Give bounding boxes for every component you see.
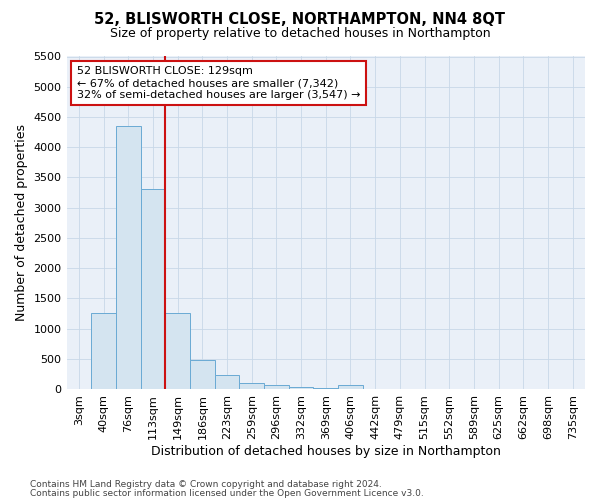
Bar (91, 313, 116, 389)
Bar (264, 384, 289, 389)
Bar (190, 360, 215, 389)
Text: Contains public sector information licensed under the Open Government Licence v3: Contains public sector information licen… (30, 489, 424, 498)
Bar (165, 313, 190, 389)
Bar (140, 190, 165, 389)
Y-axis label: Number of detached properties: Number of detached properties (15, 124, 28, 321)
X-axis label: Distribution of detached houses by size in Northampton: Distribution of detached houses by size … (151, 444, 501, 458)
Text: 52 BLISWORTH CLOSE: 129sqm
← 67% of detached houses are smaller (7,342)
32% of s: 52 BLISWORTH CLOSE: 129sqm ← 67% of deta… (77, 66, 361, 100)
Bar (289, 387, 313, 389)
Text: 52, BLISWORTH CLOSE, NORTHAMPTON, NN4 8QT: 52, BLISWORTH CLOSE, NORTHAMPTON, NN4 8Q… (95, 12, 505, 28)
Bar (338, 384, 363, 389)
Bar (116, 126, 140, 389)
Text: Contains HM Land Registry data © Crown copyright and database right 2024.: Contains HM Land Registry data © Crown c… (30, 480, 382, 489)
Bar (239, 383, 264, 389)
Bar (215, 375, 239, 389)
Text: Size of property relative to detached houses in Northampton: Size of property relative to detached ho… (110, 28, 490, 40)
Bar (313, 388, 338, 389)
